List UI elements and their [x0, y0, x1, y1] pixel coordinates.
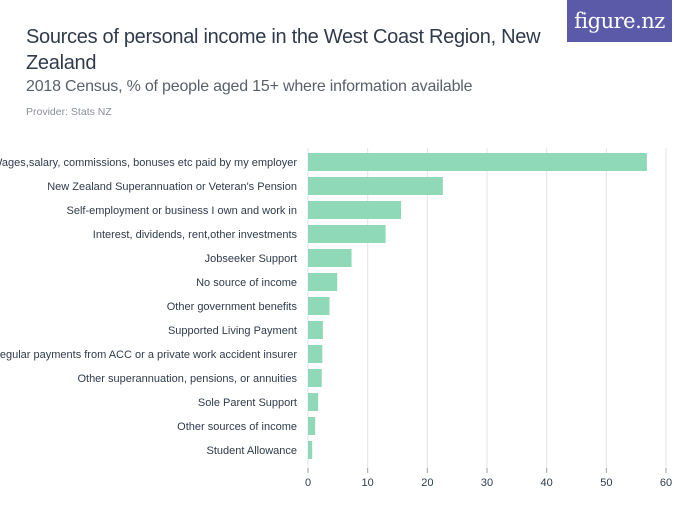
category-label: Wages,salary, commissions, bonuses etc p…	[0, 157, 297, 169]
category-labels: Wages,salary, commissions, bonuses etc p…	[0, 157, 297, 457]
x-tick-label: 40	[541, 477, 553, 489]
x-tick-label: 20	[421, 477, 433, 489]
category-label: Student Allowance	[206, 445, 297, 457]
category-label: Other superannuation, pensions, or annui…	[77, 373, 297, 385]
x-tick-label: 60	[660, 477, 672, 489]
figure-nz-logo[interactable]: figure.nz	[567, 0, 672, 42]
x-tick-label: 0	[305, 477, 311, 489]
x-tick-label: 10	[362, 477, 374, 489]
category-label: Self-employment or business I own and wo…	[67, 205, 298, 217]
bar[interactable]	[308, 249, 352, 267]
bar[interactable]	[308, 153, 647, 171]
bar[interactable]	[308, 297, 330, 315]
bars	[308, 153, 647, 459]
category-label: Supported Living Payment	[168, 325, 297, 337]
category-label: Other sources of income	[177, 421, 297, 433]
data-provider: Provider: Stats NZ	[26, 106, 112, 118]
bar[interactable]	[308, 321, 323, 339]
category-label: New Zealand Superannuation or Veteran's …	[47, 181, 297, 193]
category-label: Jobseeker Support	[205, 253, 297, 265]
bar[interactable]	[308, 441, 313, 459]
chart-subtitle: 2018 Census, % of people aged 15+ where …	[26, 78, 473, 95]
bar[interactable]	[308, 417, 316, 435]
category-label: Other government benefits	[167, 301, 298, 313]
chart-title: Sources of personal income in the West C…	[26, 26, 541, 74]
category-label: No source of income	[196, 277, 297, 289]
bar[interactable]	[308, 201, 402, 219]
bar[interactable]	[308, 177, 443, 195]
category-label: Regular payments from ACC or a private w…	[0, 349, 297, 361]
x-axis-ticks: 0 10 20 30 40 50 60	[305, 468, 672, 489]
bar[interactable]	[308, 345, 323, 363]
bar[interactable]	[308, 369, 322, 387]
category-label: Interest, dividends, rent,other investme…	[93, 229, 298, 241]
bar[interactable]	[308, 225, 386, 243]
gridlines	[307, 148, 667, 468]
x-tick-label: 50	[600, 477, 612, 489]
x-tick-label: 30	[481, 477, 493, 489]
bar[interactable]	[308, 273, 338, 291]
category-label: Sole Parent Support	[198, 397, 297, 409]
bar[interactable]	[308, 393, 319, 411]
